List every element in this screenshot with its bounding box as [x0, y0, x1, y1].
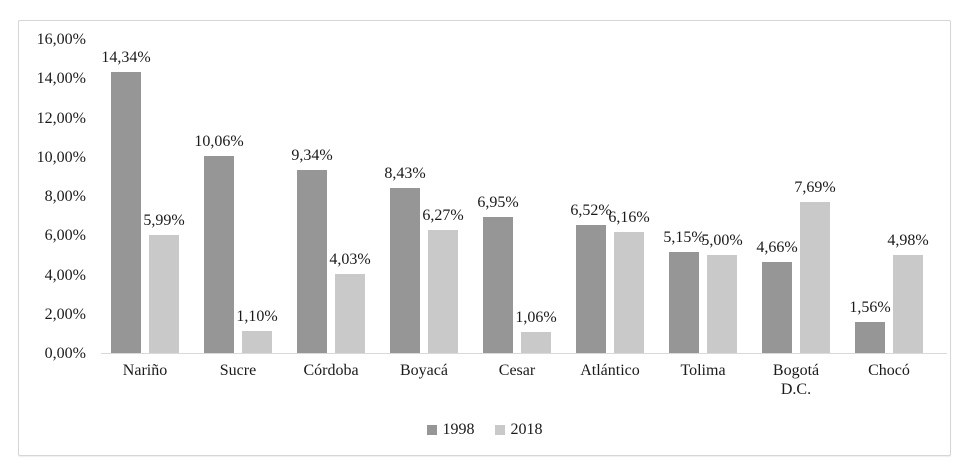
data-label-2018-Cesar: 1,06%: [515, 309, 557, 327]
x-axis-category-label: Tolima: [680, 362, 726, 379]
data-label-1998-Córdoba: 9,34%: [291, 146, 333, 164]
bar-2018-Bogotá D.C.: [800, 202, 830, 353]
bar-1998-Bogotá D.C.: [762, 261, 792, 353]
x-axis-category-label: Boyacá: [400, 362, 448, 379]
data-label-2018-Tolima: 5,00%: [701, 231, 743, 249]
y-axis-tick-label: 0,00%: [44, 345, 86, 362]
data-label-2018-Atlántico: 6,16%: [608, 209, 650, 227]
bar-1998-Sucre: [204, 155, 234, 353]
y-axis-tick-label: 2,00%: [44, 305, 86, 323]
chart-legend: 1998 2018: [19, 421, 950, 439]
legend-swatch-2018-icon: [494, 425, 505, 435]
y-axis-tick-label: 16,00%: [36, 31, 86, 48]
y-axis-tick-label: 4,00%: [44, 266, 86, 284]
x-axis-category-label: Córdoba: [303, 362, 359, 379]
y-axis-tick-label: 10,00%: [36, 148, 86, 166]
y-axis-tick-label: 8,00%: [44, 188, 86, 205]
data-label-1998-Atlántico: 6,52%: [570, 202, 612, 220]
data-label-2018-Boyacá: 6,27%: [422, 206, 464, 224]
y-axis-tick-label: 12,00%: [36, 109, 86, 127]
bar-1998-Chocó: [855, 322, 885, 353]
x-axis-category-label: Chocó: [868, 362, 910, 379]
legend-swatch-1998-icon: [426, 425, 437, 435]
bar-1998-Córdoba: [297, 169, 327, 353]
x-axis-category-label: Atlántico: [580, 362, 640, 379]
bar-2018-Córdoba: [335, 273, 365, 353]
legend-entry-1998: 1998: [426, 421, 475, 439]
bar-1998-Boyacá: [390, 187, 420, 353]
x-axis-category-label: Cesar: [498, 362, 536, 379]
data-label-1998-Sucre: 10,06%: [194, 132, 244, 150]
bar-2018-Cesar: [521, 332, 551, 353]
x-axis-category-label: Nariño: [122, 362, 168, 379]
legend-entry-2018: 2018: [494, 421, 543, 439]
bar-2018-Tolima: [707, 254, 737, 353]
data-label-2018-Córdoba: 4,03%: [329, 250, 371, 268]
data-label-2018-Chocó: 4,98%: [887, 232, 929, 250]
plot-area: 1998 2018 0,00% 2,00% 4,00% 6,00% 8,00% 10,00…: [19, 21, 950, 455]
y-axis-tick-label: 6,00%: [44, 227, 86, 245]
data-label-2018-Nariño: 5,99%: [143, 212, 185, 230]
chart-frame: 1998 2018 0,00% 2,00% 4,00% 6,00% 8,00% 10,00…: [18, 20, 951, 456]
x-axis-category-label: Sucre: [219, 362, 257, 379]
data-label-1998-Nariño: 14,34%: [101, 48, 151, 66]
bar-1998-Atlántico: [576, 225, 606, 353]
bar-2018-Sucre: [242, 331, 272, 353]
bar-1998-Nariño: [111, 71, 141, 353]
bar-2018-Atlántico: [614, 232, 644, 353]
data-label-1998-Bogotá D.C.: 4,66%: [756, 238, 798, 256]
bar-1998-Cesar: [483, 216, 513, 353]
legend-label-2018: 2018: [510, 421, 543, 438]
x-axis-category-label: Bogotá D.C.: [772, 362, 820, 398]
data-label-1998-Cesar: 6,95%: [477, 193, 519, 211]
data-label-1998-Chocó: 1,56%: [849, 299, 891, 317]
y-axis-tick-label: 14,00%: [36, 70, 86, 88]
data-label-2018-Bogotá D.C.: 7,69%: [794, 179, 836, 197]
x-axis-line: [101, 353, 947, 354]
bar-2018-Chocó: [893, 255, 923, 353]
data-label-2018-Sucre: 1,10%: [236, 308, 278, 326]
data-label-1998-Boyacá: 8,43%: [384, 164, 426, 182]
bar-2018-Boyacá: [428, 229, 458, 353]
bar-1998-Tolima: [669, 251, 699, 353]
data-label-1998-Tolima: 5,15%: [663, 228, 705, 246]
legend-label-1998: 1998: [442, 421, 475, 438]
bar-2018-Nariño: [149, 235, 179, 353]
